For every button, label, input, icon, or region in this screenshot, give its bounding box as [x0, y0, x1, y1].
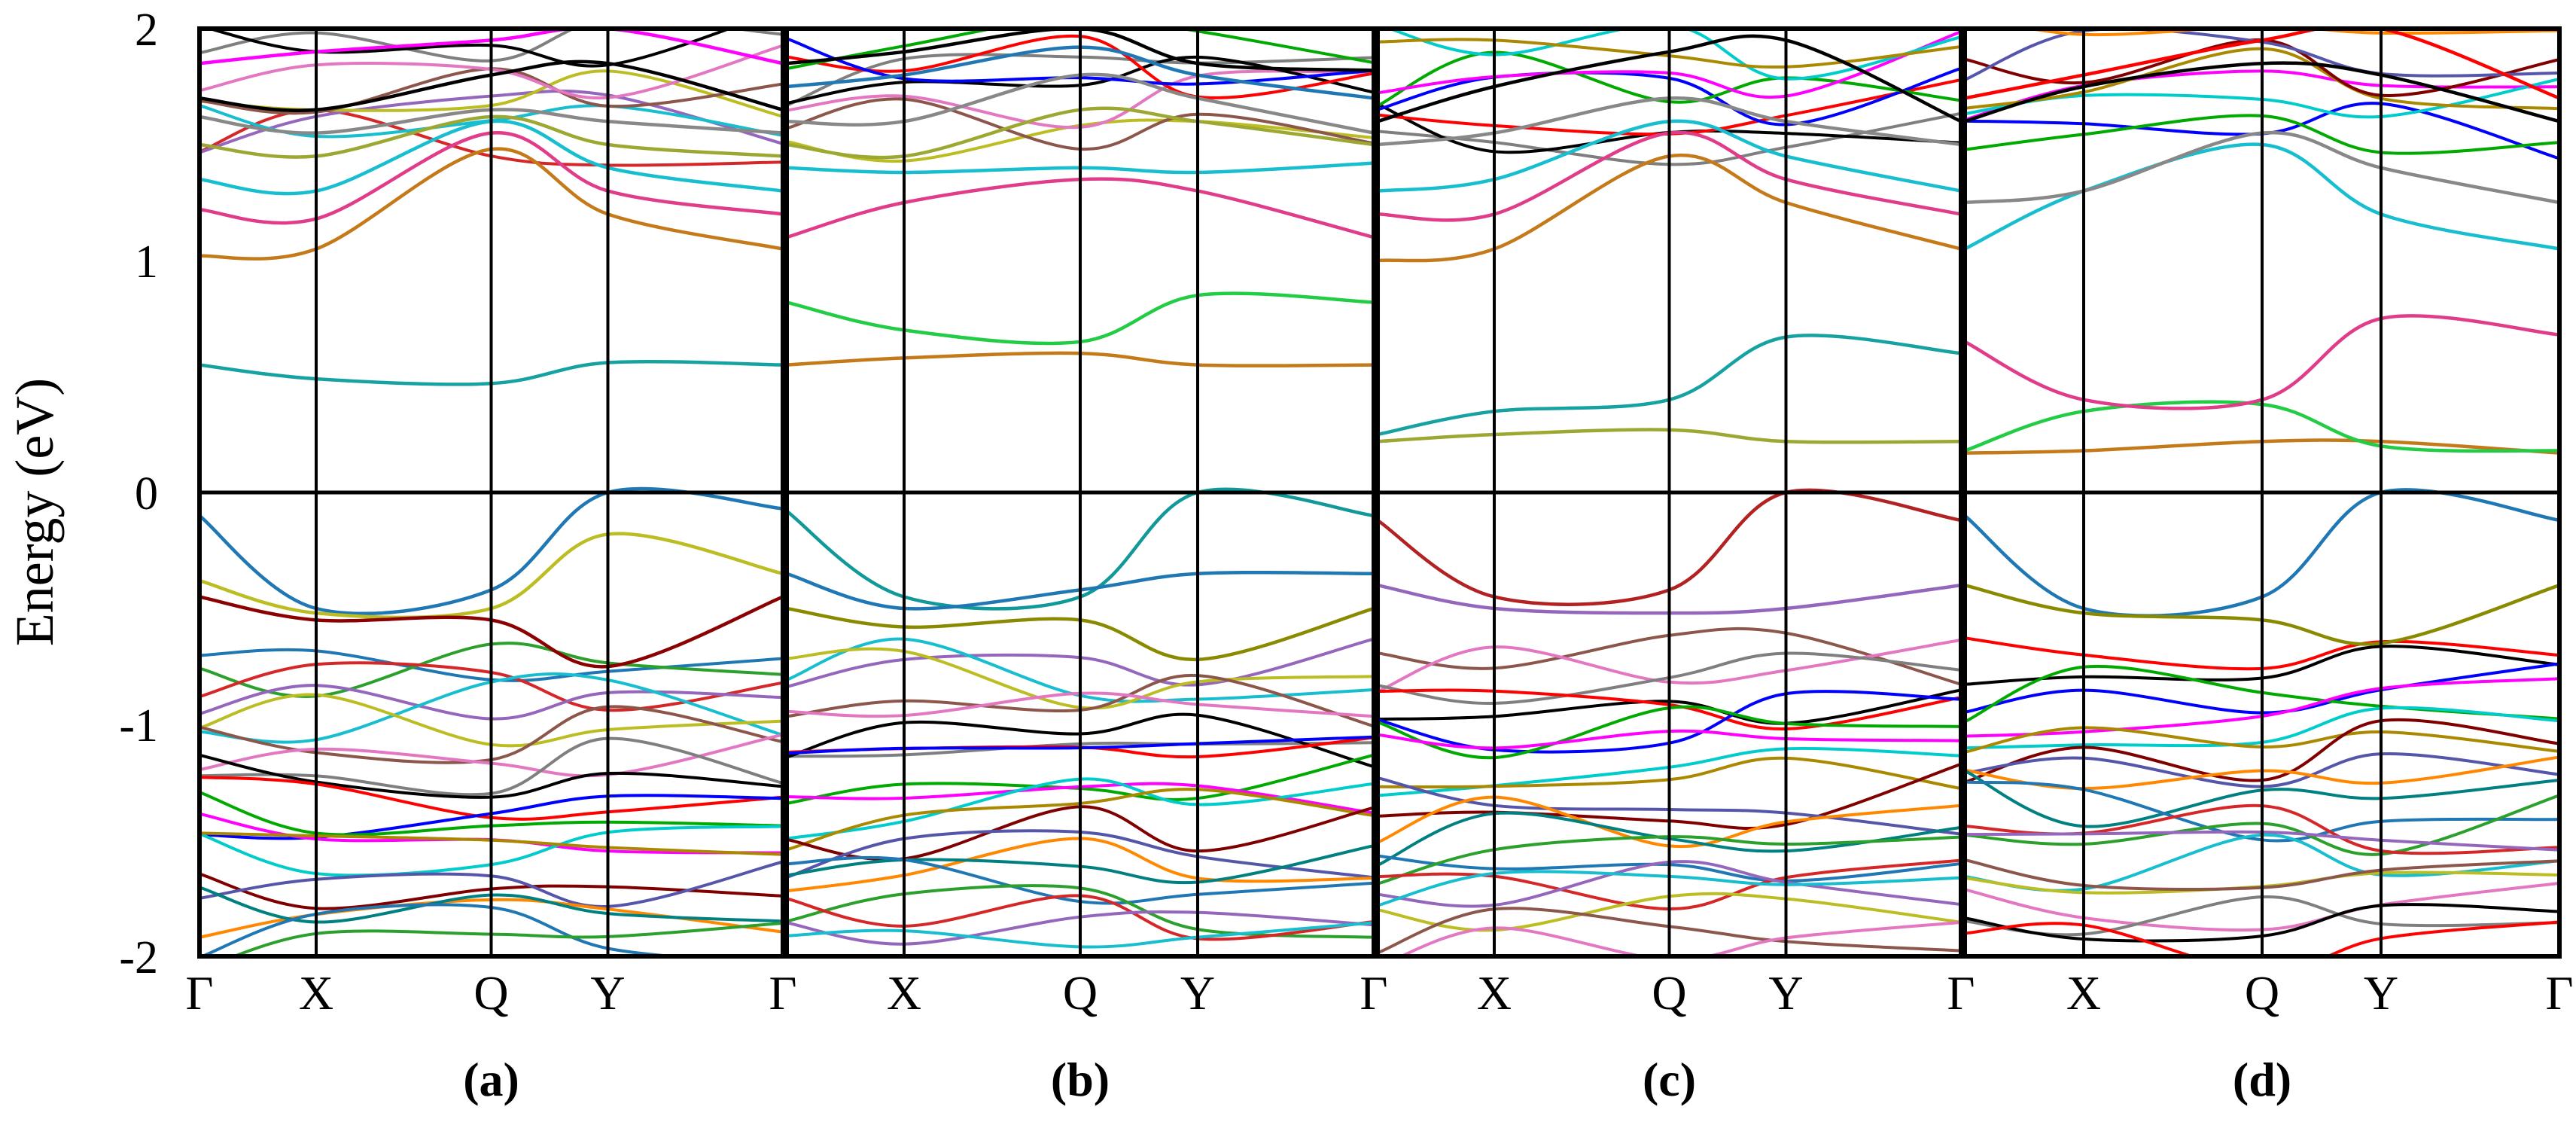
k-point-label: Γ — [1947, 966, 1975, 1020]
k-point-label: Γ — [1360, 966, 1388, 1020]
panel-c: X Q Y Γ (c) — [1375, 26, 1975, 1106]
y-axis-label: Energy (eV) — [5, 378, 65, 647]
y-axis-label-group: Energy (eV) — [5, 378, 65, 647]
panel-frame — [784, 26, 1376, 959]
k-point-label: Γ — [186, 966, 214, 1020]
y-tick-label: 1 — [135, 236, 158, 288]
panel-frame — [1962, 26, 2562, 959]
y-axis-ticks: -2 -1 0 1 2 — [119, 5, 158, 983]
panel-label: (b) — [1051, 1053, 1110, 1106]
panel-label: (c) — [1643, 1053, 1696, 1106]
k-point-label: Y — [1768, 966, 1803, 1020]
k-point-label: Q — [1652, 966, 1686, 1020]
band-line — [1397, 920, 1961, 956]
band-line — [2022, 29, 2559, 37]
k-point-label: Γ — [2546, 966, 2574, 1020]
k-point-label: Q — [1063, 966, 1098, 1020]
panel-a: Γ X Q Y Γ (a) — [186, 26, 797, 1106]
k-point-label: Y — [2364, 966, 2398, 1020]
k-point-label: X — [1477, 966, 1512, 1020]
band-line — [1385, 29, 1961, 81]
k-point-label: X — [887, 966, 921, 1020]
panel-label: (d) — [2233, 1053, 2291, 1106]
k-point-label: X — [2066, 966, 2101, 1020]
band-line — [787, 29, 1374, 71]
k-point-label: Y — [1180, 966, 1215, 1020]
panel-label: (a) — [463, 1053, 519, 1106]
y-tick-label: -1 — [119, 700, 158, 752]
k-point-label: Q — [473, 966, 508, 1020]
panel-d: X Q Y Γ (d) — [1962, 26, 2574, 1106]
k-point-label: Q — [2245, 966, 2279, 1020]
panel-frame — [197, 26, 785, 959]
k-point-label: Γ — [769, 966, 797, 1020]
panel-frame — [1375, 26, 1963, 959]
k-point-label: Y — [590, 966, 625, 1020]
y-tick-label: 0 — [135, 468, 158, 520]
panels: Γ X Q Y Γ (a) X Q Y Γ (b) X Q Y Γ (c) X Q Y Γ (d) — [186, 26, 2574, 1106]
panel-b: X Q Y Γ (b) — [784, 26, 1388, 1106]
y-tick-label: 2 — [135, 5, 158, 56]
k-point-label: X — [299, 966, 333, 1020]
band-line — [1965, 920, 2559, 956]
y-tick-label: -2 — [119, 932, 158, 983]
